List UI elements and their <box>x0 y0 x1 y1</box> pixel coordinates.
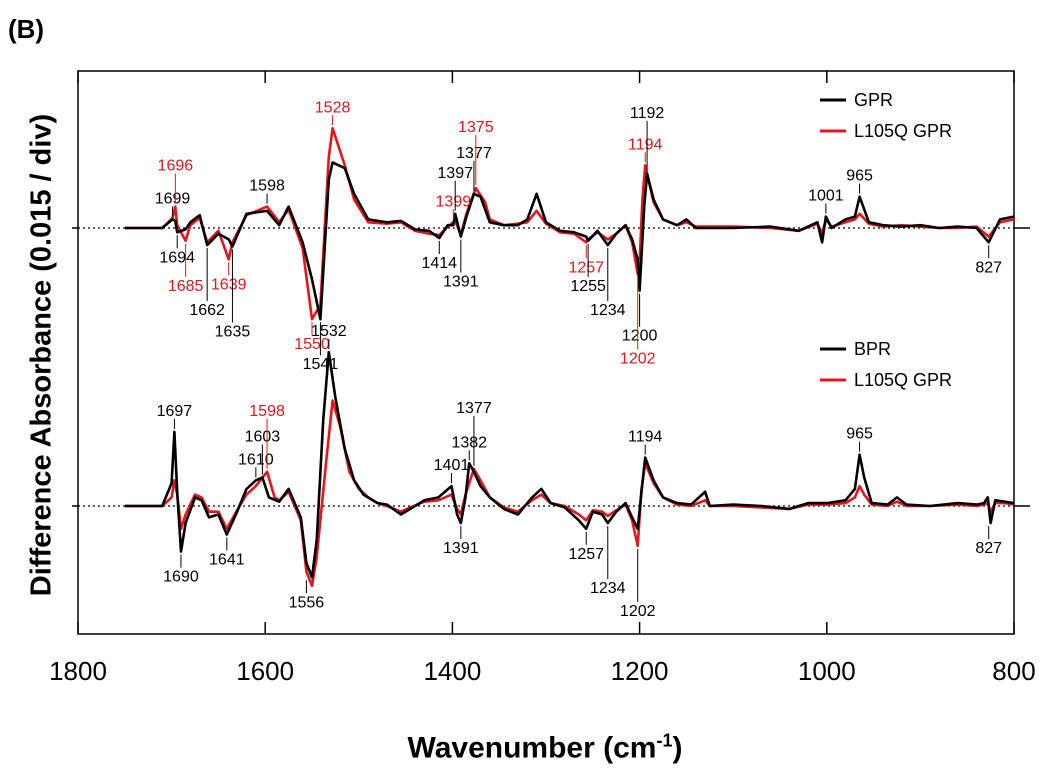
peak-label: 1697 <box>157 403 193 420</box>
peak-label: 1257 <box>568 259 604 276</box>
x-axis-label-text: Wavenumber (cm <box>407 731 657 765</box>
legend-label: BPR <box>854 339 891 359</box>
peak-label: 1382 <box>451 434 487 451</box>
peak-label: 1685 <box>168 278 204 295</box>
peak-label: 1391 <box>443 274 479 291</box>
peak-label: 827 <box>975 259 1002 276</box>
peak-label: 1690 <box>163 569 199 586</box>
peak-label: 1399 <box>436 193 472 210</box>
peak-label: 1401 <box>434 457 470 474</box>
peak-label: 1202 <box>620 351 656 368</box>
peak-label: 965 <box>846 168 873 185</box>
peak-label: 1528 <box>315 99 351 116</box>
peak-label: 1377 <box>456 400 492 417</box>
x-axis-label: Wavenumber (cm-1) <box>408 731 683 766</box>
peak-label: 1192 <box>630 105 665 122</box>
x-tick-label: 1600 <box>236 656 294 686</box>
peak-label: 1001 <box>808 188 844 205</box>
peak-label: 965 <box>846 426 873 443</box>
peak-label: 1541 <box>303 356 339 373</box>
plot-frame <box>77 70 1015 635</box>
x-tick-label: 1200 <box>611 656 669 686</box>
peak-label: 1532 <box>311 323 347 340</box>
series-line-bpr <box>124 350 1015 579</box>
peak-label: 1397 <box>437 165 473 182</box>
legend-label: GPR <box>854 90 893 110</box>
x-axis-label-superscript: -1 <box>656 730 673 751</box>
legend-label: L105Q GPR <box>854 121 952 141</box>
peak-label: 1635 <box>215 324 251 341</box>
x-tick-label: 800 <box>992 656 1035 686</box>
peak-label: 1662 <box>189 302 225 319</box>
peak-label: 1375 <box>458 119 494 136</box>
peak-label: 1200 <box>622 328 658 345</box>
peak-label: 1556 <box>289 594 325 611</box>
series-line-l105q-gpr <box>124 399 1015 588</box>
x-tick-label: 1800 <box>49 656 107 686</box>
peak-label: 1234 <box>590 580 626 597</box>
peak-label: 1699 <box>155 190 191 207</box>
x-axis-label-close: ) <box>672 731 683 765</box>
peak-label: 1694 <box>159 249 195 266</box>
x-tick-label: 1000 <box>798 656 856 686</box>
series-line-gpr <box>124 161 1015 321</box>
peak-label: 827 <box>975 540 1002 557</box>
peak-label: 1255 <box>570 278 606 295</box>
x-tick-label: 1400 <box>423 656 481 686</box>
peak-label: 1550 <box>294 336 330 353</box>
peak-label: 1610 <box>238 451 274 468</box>
peak-label: 1377 <box>456 145 492 162</box>
peak-label: 1598 <box>249 178 285 195</box>
peak-label: 1257 <box>568 546 604 563</box>
peak-label: 1234 <box>590 302 626 319</box>
peak-label: 1696 <box>158 158 194 175</box>
peak-label: 1639 <box>211 276 247 293</box>
peak-label: 1194 <box>628 136 663 153</box>
peak-label: 1598 <box>249 403 285 420</box>
peak-label: 1414 <box>421 255 457 272</box>
panel-label: (B) <box>8 14 45 44</box>
peak-label: 1391 <box>443 540 479 557</box>
peak-label: 1202 <box>620 603 656 620</box>
peak-label: 1603 <box>245 429 281 446</box>
peak-label: 1641 <box>209 552 245 569</box>
peak-label: 1194 <box>628 429 663 446</box>
legend-label: L105Q GPR <box>854 370 952 390</box>
